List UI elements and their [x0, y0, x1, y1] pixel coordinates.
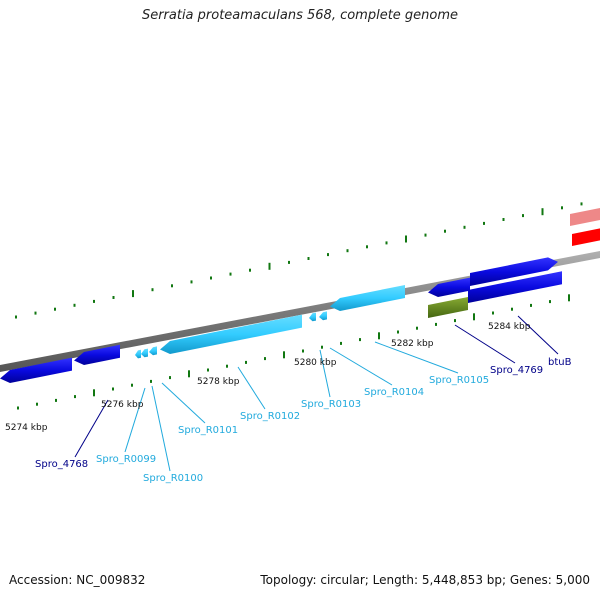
accession-text: Accession: NC_009832 [9, 573, 146, 587]
gene-leader-line [237, 366, 266, 410]
scale-tick-label: 5276 kbp [101, 400, 144, 410]
rna-spro-r0101-arrow [149, 346, 157, 356]
scale-tick-label: 5282 kbp [391, 339, 434, 349]
cds-btub-block [468, 271, 562, 303]
gene-label: Spro_R0102 [240, 411, 300, 422]
scale-tick-label: 5284 kbp [488, 322, 531, 332]
gene-leader-line [454, 324, 516, 364]
rna-spro-r0105-arrow [330, 285, 405, 311]
gene-label: Spro_R0105 [429, 375, 489, 386]
gene-label: Spro_4769 [490, 365, 543, 376]
rna-spro-r0103-arrow [309, 312, 316, 322]
feature-salmon-block [570, 208, 600, 226]
rna-spro-r0099-arrow [135, 349, 141, 359]
gene-leader-line [329, 347, 393, 386]
rna-spro-r0100-arrow [141, 348, 148, 358]
scale-tick-label: 5274 kbp [5, 423, 48, 433]
cds-arrow [470, 257, 558, 286]
gene-leader-line [161, 382, 206, 424]
gene-leader-line [151, 385, 171, 472]
cds-spro-4768-arrow [0, 357, 72, 383]
gene-label: Spro_R0103 [301, 399, 361, 410]
rna-spro-r0104-arrow [319, 311, 327, 321]
gene-leader-line [319, 349, 331, 398]
gene-label: Spro_4768 [35, 459, 88, 470]
gene-label: Spro_R0104 [364, 387, 424, 398]
gene-label: Spro_R0101 [178, 425, 238, 436]
gene-leader-line [374, 341, 459, 374]
map-title: Serratia proteamaculans 568, complete ge… [141, 8, 459, 23]
genome-summary-text: Topology: circular; Length: 5,448,853 bp… [260, 573, 590, 587]
cds-arrow [74, 344, 120, 365]
gene-label: Spro_R0100 [143, 473, 203, 484]
scale-tick-label: 5278 kbp [197, 377, 240, 387]
rna-spro-r0102-arrow [160, 314, 302, 354]
cds-arrow [428, 277, 470, 297]
gene-leader-line [517, 315, 559, 355]
genome-backbone [0, 251, 600, 372]
gene-leader-line [74, 399, 109, 458]
gene-label: btuB [548, 357, 572, 368]
scale-tick-label: 5280 kbp [294, 358, 337, 368]
feature-olive-block [428, 297, 468, 318]
gene-label: Spro_R0099 [96, 454, 156, 465]
gene-leader-line [124, 387, 146, 453]
feature-red-block [572, 228, 600, 246]
